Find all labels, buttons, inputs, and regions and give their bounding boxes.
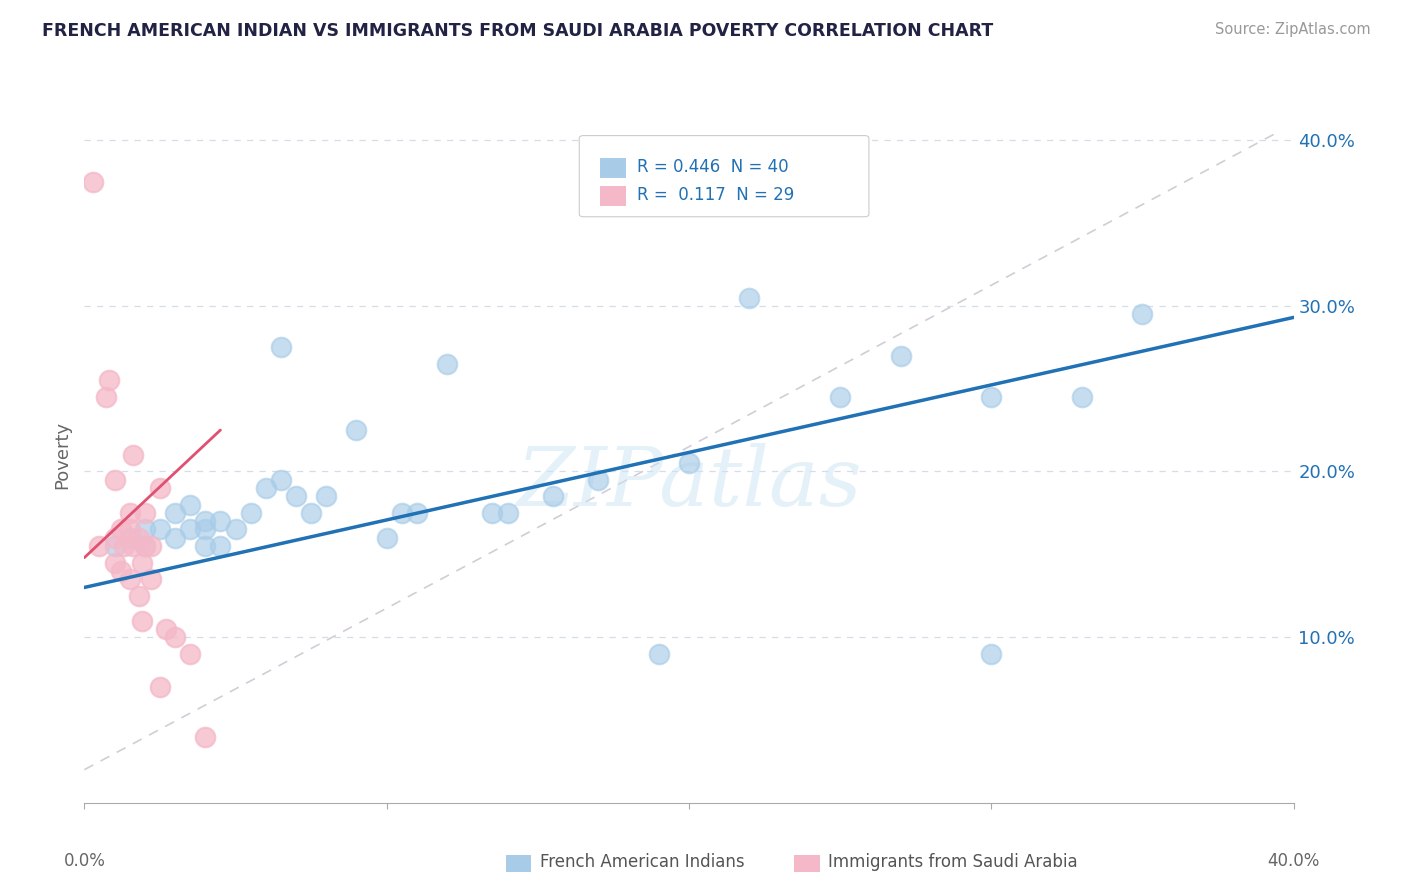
Y-axis label: Poverty: Poverty bbox=[53, 421, 72, 489]
Point bbox=[128, 589, 150, 603]
Point bbox=[149, 481, 172, 495]
Point bbox=[134, 539, 156, 553]
Point bbox=[285, 489, 308, 503]
Point bbox=[104, 531, 127, 545]
Point bbox=[139, 539, 162, 553]
Point bbox=[112, 539, 135, 553]
Point bbox=[118, 572, 141, 586]
Text: Immigrants from Saudi Arabia: Immigrants from Saudi Arabia bbox=[828, 853, 1078, 871]
Point bbox=[121, 448, 143, 462]
Point bbox=[980, 647, 1002, 661]
Point bbox=[315, 489, 337, 503]
Point bbox=[738, 291, 761, 305]
Point bbox=[110, 564, 132, 578]
Point bbox=[165, 506, 187, 520]
Point bbox=[1071, 390, 1094, 404]
Point bbox=[391, 506, 413, 520]
Point bbox=[134, 523, 156, 537]
Point bbox=[104, 473, 127, 487]
Point bbox=[496, 506, 519, 520]
Point bbox=[179, 498, 201, 512]
Point bbox=[118, 506, 141, 520]
Point bbox=[406, 506, 429, 520]
Point bbox=[346, 423, 368, 437]
Text: 40.0%: 40.0% bbox=[1267, 853, 1320, 871]
Point bbox=[131, 614, 153, 628]
Point bbox=[165, 531, 187, 545]
Point bbox=[270, 473, 292, 487]
Point bbox=[678, 456, 700, 470]
Point bbox=[225, 523, 247, 537]
Point bbox=[179, 647, 201, 661]
Point bbox=[131, 556, 153, 570]
Point bbox=[121, 539, 143, 553]
Point bbox=[194, 523, 217, 537]
Point bbox=[481, 506, 503, 520]
Point bbox=[194, 539, 217, 553]
Point bbox=[830, 390, 852, 404]
Point bbox=[436, 357, 458, 371]
Point bbox=[82, 175, 104, 189]
Point bbox=[648, 647, 671, 661]
Text: R =  0.117  N = 29: R = 0.117 N = 29 bbox=[637, 186, 794, 204]
Point bbox=[134, 506, 156, 520]
Point bbox=[139, 572, 162, 586]
Point bbox=[118, 531, 141, 545]
Point bbox=[165, 630, 187, 644]
Point bbox=[149, 680, 172, 694]
Point bbox=[254, 481, 277, 495]
Point bbox=[270, 340, 292, 354]
Point bbox=[375, 531, 398, 545]
Point bbox=[209, 539, 232, 553]
Point bbox=[194, 514, 217, 528]
Point bbox=[209, 514, 232, 528]
Text: FRENCH AMERICAN INDIAN VS IMMIGRANTS FROM SAUDI ARABIA POVERTY CORRELATION CHART: FRENCH AMERICAN INDIAN VS IMMIGRANTS FRO… bbox=[42, 22, 994, 40]
Point bbox=[94, 390, 117, 404]
Point bbox=[299, 506, 322, 520]
Point bbox=[128, 531, 150, 545]
Point bbox=[541, 489, 564, 503]
Point bbox=[104, 556, 127, 570]
Point bbox=[155, 622, 177, 636]
Point bbox=[149, 523, 172, 537]
Text: Source: ZipAtlas.com: Source: ZipAtlas.com bbox=[1215, 22, 1371, 37]
Point bbox=[97, 373, 120, 387]
Point bbox=[588, 473, 610, 487]
Point bbox=[1130, 307, 1153, 321]
Point bbox=[890, 349, 912, 363]
Point bbox=[104, 539, 127, 553]
Point bbox=[134, 539, 156, 553]
Point bbox=[179, 523, 201, 537]
Text: French American Indians: French American Indians bbox=[540, 853, 745, 871]
Point bbox=[980, 390, 1002, 404]
Point bbox=[239, 506, 262, 520]
Point bbox=[110, 523, 132, 537]
Point bbox=[194, 730, 217, 744]
Text: ZIPatlas: ZIPatlas bbox=[516, 442, 862, 523]
Point bbox=[118, 523, 141, 537]
Text: R = 0.446  N = 40: R = 0.446 N = 40 bbox=[637, 158, 789, 176]
Text: 0.0%: 0.0% bbox=[63, 853, 105, 871]
Point bbox=[89, 539, 111, 553]
